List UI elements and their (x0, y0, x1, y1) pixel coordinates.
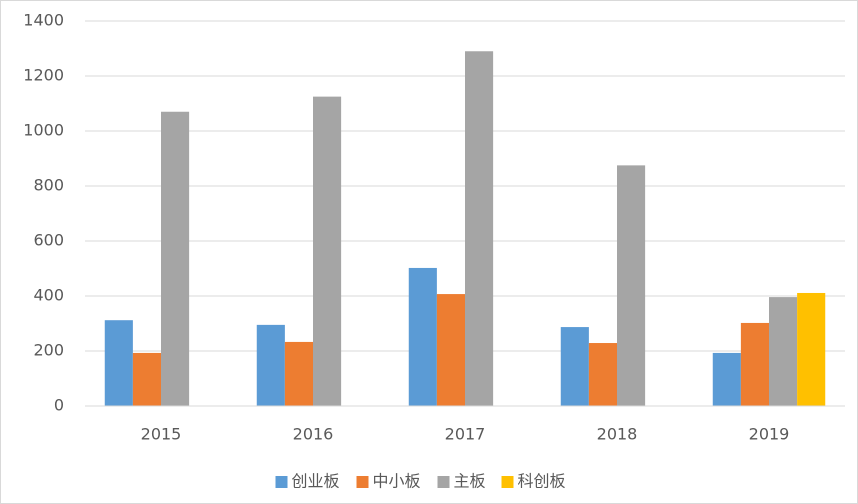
bar (560, 327, 589, 406)
bar (797, 292, 826, 406)
bar (132, 352, 161, 406)
legend-label: 中小板 (373, 472, 421, 491)
bar (313, 96, 342, 406)
legend-label: 创业板 (292, 472, 340, 491)
x-tick-label: 2018 (597, 425, 638, 444)
x-tick-label: 2017 (445, 425, 486, 444)
y-tick-label: 800 (33, 176, 64, 195)
legend-swatch (437, 476, 450, 488)
x-tick-label: 2016 (293, 425, 334, 444)
bar (588, 343, 617, 406)
bar (284, 341, 313, 406)
legend-swatch (356, 476, 369, 488)
bar (408, 267, 437, 406)
bar (104, 320, 133, 406)
x-tick-label: 2015 (141, 425, 182, 444)
y-tick-label: 1200 (23, 66, 64, 85)
bar (465, 51, 494, 406)
bar (740, 322, 769, 406)
legend-swatch (275, 476, 288, 488)
bar (769, 297, 798, 406)
bar (712, 352, 741, 406)
y-tick-label: 1400 (23, 11, 64, 30)
bar (617, 165, 646, 406)
y-tick-label: 0 (54, 396, 64, 415)
x-tick-label: 2019 (749, 425, 790, 444)
y-tick-label: 400 (33, 286, 64, 305)
bar (161, 111, 190, 406)
legend-swatch (501, 476, 514, 488)
bar (436, 294, 465, 406)
y-tick-label: 600 (33, 231, 64, 250)
y-tick-label: 1000 (23, 121, 64, 140)
legend-label: 主板 (454, 472, 486, 491)
legend-label: 科创板 (518, 472, 566, 491)
y-tick-label: 200 (33, 341, 64, 360)
bar (256, 324, 285, 406)
